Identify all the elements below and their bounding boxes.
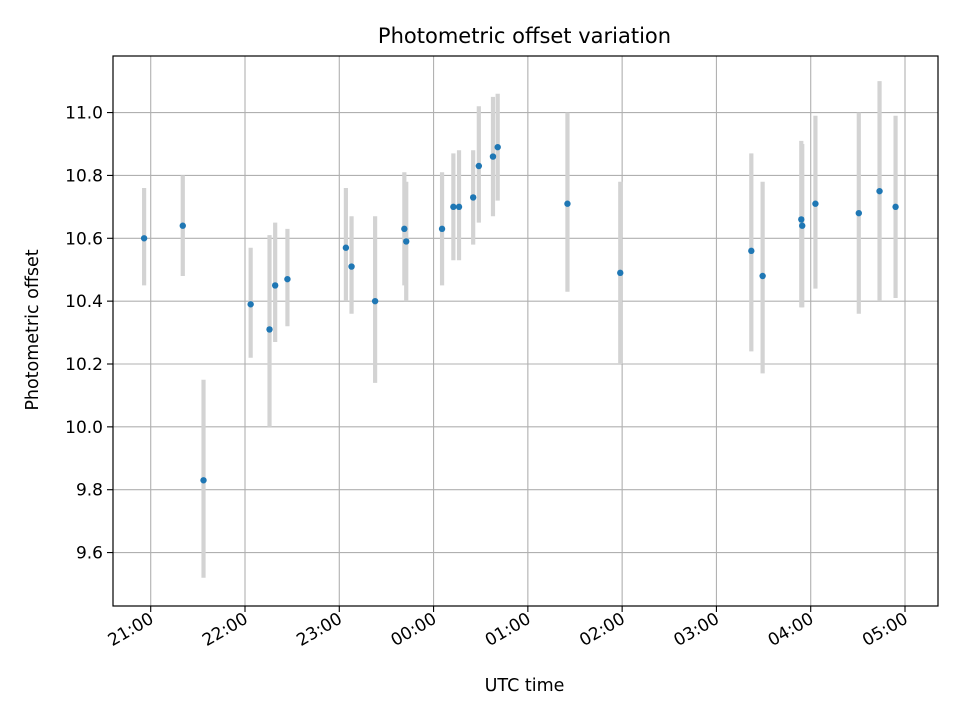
y-tick-label: 9.6 [76,544,103,564]
data-point [469,194,477,201]
data-point [179,222,186,229]
data-point [247,301,254,308]
data-point [403,238,410,245]
data-point [140,235,148,242]
y-axis-label: Photometric offset [23,249,43,410]
data-point [455,203,463,211]
data-point [450,203,457,211]
data-point [799,222,806,229]
y-tick-label: 9.8 [76,481,103,501]
data-point [876,187,883,195]
data-point [798,216,805,223]
data-point [271,282,279,289]
data-point [438,225,446,233]
grid [113,56,938,606]
data-point [342,244,350,251]
y-tick-label: 11.0 [65,104,103,124]
data-point [489,153,497,160]
y-tick-label: 10.0 [65,418,103,438]
data-point [617,269,624,277]
data-point [748,247,755,255]
data-point [812,200,819,207]
y-tick-label: 10.4 [65,292,103,312]
x-axis-label: UTC time [485,676,565,696]
y-tick-label: 10.8 [65,166,103,186]
data-points [140,143,899,484]
data-point [401,225,408,233]
y-axis-ticks: 9.6 9.8 10.0 10.2 10.4 10.6 10.8 11.0 [65,104,113,564]
data-point [855,209,862,217]
data-point [348,263,355,270]
y-tick-label: 10.6 [65,229,103,249]
data-point [200,477,207,484]
data-point [494,143,501,151]
y-tick-label: 10.2 [65,355,103,375]
data-point [284,275,291,283]
plot-frame [112,55,939,607]
data-point [266,326,273,333]
chart-title: Photometric offset variation [378,24,671,48]
data-point [371,297,379,305]
data-point [475,162,483,170]
data-point [892,203,899,211]
data-point [564,200,571,207]
data-point [759,272,766,280]
